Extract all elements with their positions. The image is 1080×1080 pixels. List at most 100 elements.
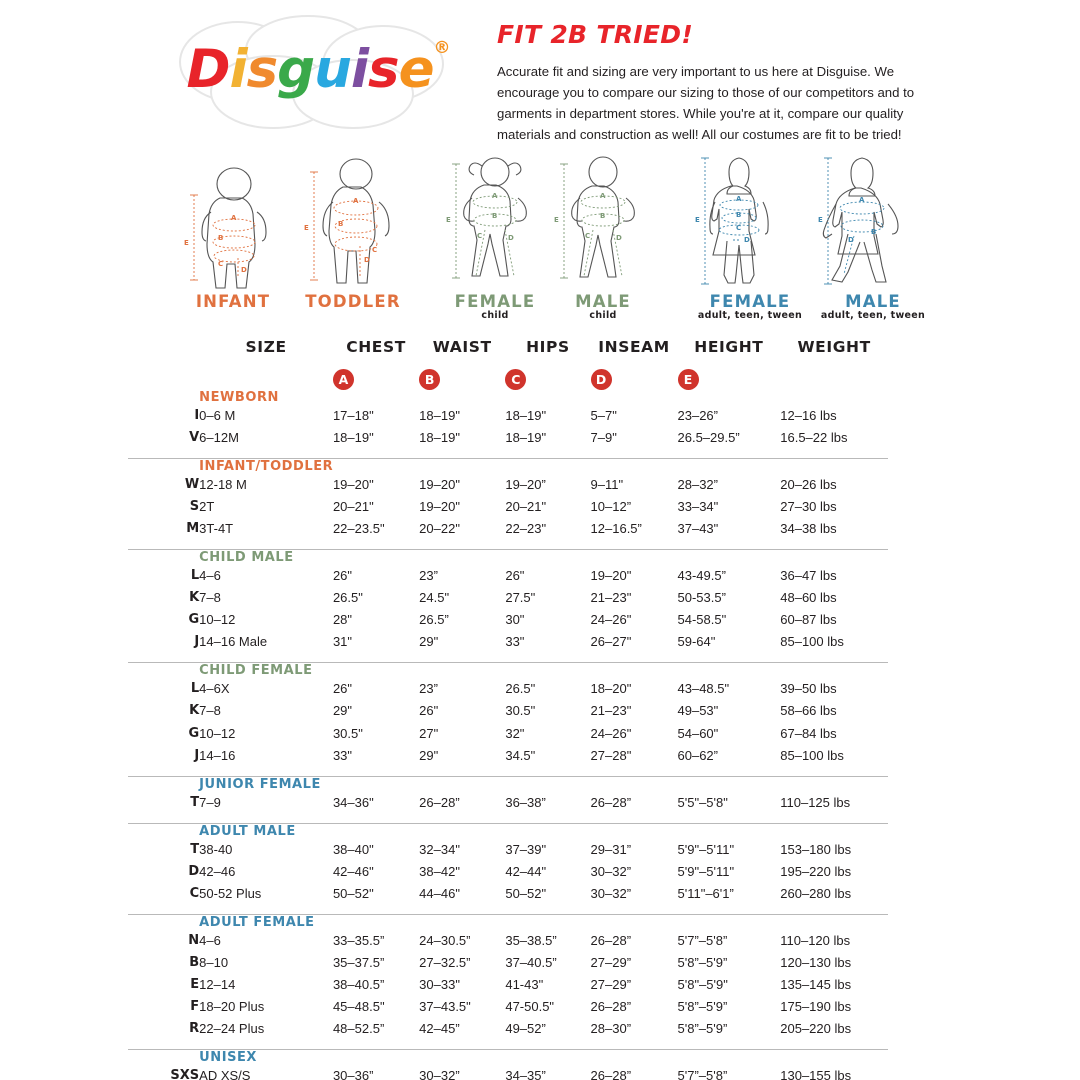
cell-weight: 175–190 lbs: [780, 998, 852, 1014]
cell-inseam: 30–32”: [590, 885, 632, 901]
child-female-figure-icon: A B C D E: [446, 157, 527, 279]
size-code: L: [190, 568, 200, 584]
cell-chest: 33–35.5”: [332, 932, 385, 948]
table-row: C 50-52 Plus 50–52" 44–46" 50–52" 30–32” 5'11"…: [128, 883, 888, 905]
cell-inseam: 27–29”: [590, 976, 632, 992]
cell-inseam: 28–30”: [590, 1020, 632, 1036]
svg-text:B: B: [736, 211, 741, 219]
cell-hips: 27.5": [505, 590, 536, 606]
badge-spacer-3: [780, 356, 888, 390]
logo-blob-shape: [179, 15, 444, 129]
size-name: 2T: [199, 499, 215, 515]
svg-text:A: A: [859, 196, 865, 204]
size-code: K: [189, 703, 200, 719]
size-code: M: [186, 521, 200, 537]
registered-trademark-icon: ®: [433, 38, 451, 58]
svg-text:C: C: [218, 260, 223, 268]
svg-text:B: B: [871, 228, 876, 236]
size-code: K: [189, 590, 200, 606]
table-row: L 4–6 26" 23” 26" 19–20" 43-49.5” 36–47 lbs: [128, 565, 888, 587]
size-code: W: [184, 477, 200, 493]
cell-waist: 44–46": [419, 885, 460, 901]
size-code: E: [190, 976, 200, 992]
cell-hips: 20–21": [505, 499, 547, 515]
cell-waist: 29": [419, 634, 439, 650]
cell-hips: 19–20”: [505, 477, 546, 493]
figure-child-male: A B C D E MALE child: [538, 150, 668, 335]
logo-letter-7: e: [398, 38, 435, 100]
svg-text:C: C: [477, 232, 482, 240]
size-name: 14–16: [199, 747, 236, 763]
group-title-spacer: [128, 550, 199, 565]
cell-height: 28–32”: [677, 477, 718, 493]
cell-inseam: 26–28”: [590, 794, 632, 810]
cell-waist: 30–33": [419, 976, 460, 992]
size-code: G: [188, 725, 200, 741]
table-row: B 8–10 35–37.5” 27–32.5” 37–40.5” 27–29” 5'8”–…: [128, 952, 888, 974]
group-separator: [128, 814, 888, 824]
group-title: ADULT FEMALE: [199, 914, 315, 930]
figure-label-child-male: MALE: [575, 292, 631, 311]
cell-waist: 23”: [419, 681, 438, 697]
size-name: 22–24 Plus: [199, 1020, 265, 1036]
group-title-spacer: [128, 777, 199, 792]
group-separator: [128, 1040, 888, 1051]
separator-rule: [128, 540, 888, 551]
badge-cell-d: D: [590, 356, 678, 390]
size-code: D: [188, 863, 200, 879]
cell-chest: 28": [332, 612, 353, 628]
table-row: M 3T-4T 22–23.5" 20–22" 22–23" 12–16.5” 37–43"…: [128, 518, 888, 540]
group-title-spacer: [128, 663, 199, 678]
badge-c-icon: C: [505, 369, 527, 390]
cell-waist: 24.5": [419, 590, 450, 606]
separator-rule: [128, 767, 888, 777]
svg-text:D: D: [508, 234, 514, 242]
column-header-size: SIZE: [245, 338, 287, 356]
cell-height: 54–60": [677, 725, 719, 741]
cell-chest: 22–23.5": [332, 521, 385, 537]
size-code: SXS: [170, 1068, 200, 1080]
group-title-row: CHILD FEMALE: [128, 663, 888, 678]
size-name: AD XS/S: [199, 1068, 251, 1080]
cell-height: 5'8”–5'9”: [677, 1020, 728, 1036]
svg-text:E: E: [304, 224, 309, 232]
size-code: T: [190, 794, 200, 810]
cell-inseam: 10–12”: [590, 499, 632, 515]
cell-weight: 110–125 lbs: [780, 794, 851, 810]
cell-weight: 12–16 lbs: [780, 408, 837, 423]
size-name: 42–46: [199, 863, 236, 879]
page-title: FIT 2B TRIED!: [497, 20, 694, 49]
figure-sublabel-adult-female: adult, teen, tween: [697, 310, 803, 321]
badge-spacer-1: [128, 356, 199, 390]
cell-inseam: 27–29”: [590, 954, 632, 970]
cell-height: 54-58.5": [677, 612, 727, 628]
cell-waist: 19–20": [419, 499, 460, 515]
group-separator: [128, 767, 888, 777]
cell-hips: 42–44": [505, 863, 547, 879]
cell-weight: 34–38 lbs: [780, 521, 837, 537]
cell-waist: 26.5”: [419, 612, 449, 628]
figure-infant: A B C D E INFANT: [168, 150, 298, 335]
cell-chest: 30.5": [332, 725, 363, 741]
cell-height: 5'11"–6'1”: [677, 885, 734, 901]
cell-hips: 30": [505, 612, 525, 628]
size-code: S: [189, 499, 200, 515]
cell-hips: 26.5": [505, 681, 536, 697]
size-code: L: [190, 681, 200, 697]
column-header-chest: CHEST: [346, 338, 406, 356]
cell-chest: 18–19": [332, 430, 374, 446]
cell-height: 59-64": [677, 634, 716, 650]
cell-hips: 26": [505, 568, 525, 584]
adult-male-figure-icon: A B D E: [818, 157, 899, 285]
table-head: SIZE CHEST WAIST HIPS INSEAM HEIGHT WEIG…: [128, 338, 888, 390]
logo-letter-2: s: [246, 38, 279, 100]
group-title-row: INFANT/TODDLER: [128, 459, 888, 474]
cell-weight: 85–100 lbs: [780, 747, 844, 763]
svg-text:A: A: [231, 214, 237, 222]
infant-figure-icon: A B C D E: [184, 167, 267, 289]
cell-chest: 42–46": [332, 863, 374, 879]
badge-cell-b: B: [419, 356, 505, 390]
svg-text:B: B: [600, 212, 605, 220]
